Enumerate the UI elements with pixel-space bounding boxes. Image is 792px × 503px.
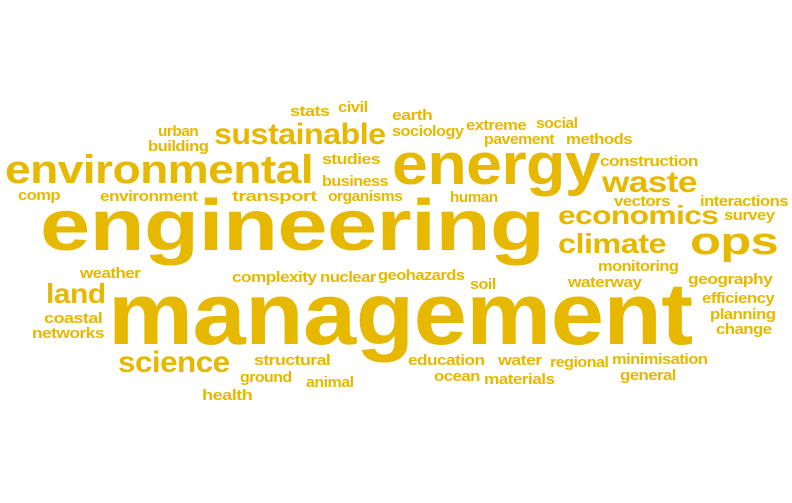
word-water: water — [498, 352, 542, 369]
word-weather: weather — [80, 265, 141, 282]
word-interactions: interactions — [700, 193, 789, 210]
word-general: general — [620, 367, 676, 384]
word-ground: ground — [240, 369, 292, 386]
word-stats: stats — [290, 103, 330, 120]
word-change: change — [716, 321, 772, 338]
word-urban: urban — [158, 123, 199, 140]
word-energy: energy — [392, 132, 601, 197]
word-minimisation: minimisation — [612, 351, 708, 368]
word-sociology: sociology — [392, 123, 464, 140]
word-organisms: organisms — [328, 188, 403, 205]
word-structural: structural — [254, 352, 331, 369]
word-geography: geography — [688, 271, 773, 288]
word-building: building — [148, 138, 209, 155]
word-animal: animal — [306, 374, 354, 391]
word-waste: waste — [602, 166, 697, 199]
word-management: management — [108, 264, 693, 363]
word-survey: survey — [724, 207, 775, 224]
word-climate: climate — [558, 228, 667, 259]
word-environment: environment — [100, 188, 198, 205]
word-materials: materials — [484, 371, 555, 388]
word-transport: transport — [232, 188, 317, 205]
word-civil: civil — [338, 99, 368, 116]
word-regional: regional — [550, 354, 609, 371]
word-social: social — [536, 115, 578, 132]
word-planning: planning — [710, 306, 776, 323]
word-education: education — [408, 352, 485, 369]
word-land: land — [46, 278, 106, 309]
word-human: human — [450, 189, 498, 206]
word-construction: construction — [600, 153, 698, 170]
word-sustainable: sustainable — [214, 118, 386, 151]
word-extreme: extreme — [466, 117, 527, 134]
word-geohazards: geohazards — [378, 267, 465, 284]
word-business: business — [322, 173, 389, 190]
word-monitoring: monitoring — [598, 258, 679, 275]
word-networks: networks — [32, 325, 104, 342]
word-nuclear: nuclear — [320, 269, 376, 286]
word-science: science — [118, 346, 230, 379]
word-efficiency: efficiency — [702, 290, 775, 307]
word-ops: ops — [690, 221, 779, 263]
word-pavement: pavement — [484, 131, 555, 148]
word-studies: studies — [322, 151, 381, 168]
word-methods: methods — [566, 131, 633, 148]
word-environmental: environmental — [5, 148, 314, 192]
word-waterway: waterway — [568, 274, 642, 291]
word-engineering: engineering — [40, 186, 545, 266]
word-economics: economics — [558, 200, 719, 230]
word-comp: comp — [18, 187, 61, 204]
word-coastal: coastal — [44, 310, 103, 327]
word-soil: soil — [470, 276, 496, 293]
word-complexity: complexity — [232, 269, 317, 286]
word-earth: earth — [392, 107, 433, 124]
word-vectors: vectors — [614, 193, 670, 210]
word-ocean: ocean — [434, 368, 480, 385]
word-health: health — [202, 387, 253, 404]
